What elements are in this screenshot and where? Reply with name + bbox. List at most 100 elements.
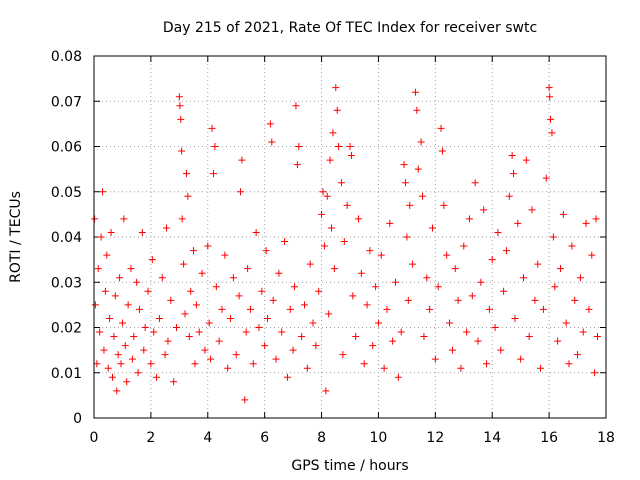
data-points <box>91 84 601 404</box>
data-point <box>99 188 107 196</box>
data-point <box>130 333 138 341</box>
y-tick-label: 0.05 <box>51 185 82 201</box>
data-point <box>205 319 213 327</box>
data-point <box>510 170 518 178</box>
data-point <box>517 355 525 363</box>
data-point <box>494 228 502 236</box>
x-tick-label: 2 <box>146 430 155 446</box>
data-point <box>491 324 499 331</box>
x-tick-label: 10 <box>370 430 388 446</box>
y-tick-labels: 0 0.01 0.02 0.03 0.04 0.05 0.06 0.07 0.08 <box>51 49 82 427</box>
data-point <box>426 305 434 313</box>
data-point <box>549 233 557 241</box>
data-point <box>337 179 345 187</box>
x-tick-label: 0 <box>90 430 99 446</box>
data-point <box>309 319 317 327</box>
data-point <box>505 192 513 200</box>
data-point <box>514 219 522 227</box>
data-point <box>397 328 405 336</box>
data-point <box>392 278 400 286</box>
data-point <box>406 201 414 209</box>
data-point <box>537 364 545 372</box>
data-point <box>209 170 217 178</box>
data-point <box>592 215 600 223</box>
y-tick-label: 0.03 <box>51 275 82 291</box>
data-point <box>413 106 421 114</box>
x-tick-label: 14 <box>483 430 501 446</box>
x-tick-label: 12 <box>426 430 444 446</box>
data-point <box>187 287 195 295</box>
data-point <box>97 233 105 241</box>
data-point <box>128 355 136 363</box>
data-point <box>262 247 270 255</box>
data-point <box>236 188 244 196</box>
data-point <box>431 355 439 363</box>
data-point <box>283 373 291 381</box>
data-point <box>91 301 99 309</box>
data-point <box>191 360 199 368</box>
data-point <box>229 274 237 282</box>
data-point <box>261 342 269 350</box>
data-point <box>93 360 101 368</box>
data-point <box>111 292 119 300</box>
data-point <box>116 274 124 282</box>
data-point <box>133 278 141 286</box>
data-point <box>423 274 431 282</box>
data-point <box>224 364 232 372</box>
data-point <box>539 305 547 313</box>
data-point <box>164 337 172 345</box>
data-point <box>106 314 114 322</box>
data-point <box>463 328 471 336</box>
y-tick-label: 0 <box>73 411 82 427</box>
data-point <box>312 342 320 350</box>
data-point <box>372 283 380 291</box>
data-point <box>238 156 246 164</box>
data-point <box>483 360 491 368</box>
data-point <box>264 314 272 322</box>
data-point <box>443 251 451 259</box>
data-point <box>593 333 601 341</box>
data-point <box>417 138 425 146</box>
data-point <box>148 256 156 264</box>
data-point <box>333 106 341 114</box>
data-point <box>502 247 510 255</box>
data-point <box>300 301 308 309</box>
data-point <box>326 156 334 164</box>
data-point <box>318 210 326 218</box>
data-point <box>565 360 573 368</box>
data-point <box>332 84 340 92</box>
data-point <box>568 242 576 250</box>
data-point <box>343 201 351 209</box>
data-point <box>522 156 530 164</box>
data-point <box>377 251 385 259</box>
data-point <box>591 369 599 377</box>
data-point <box>551 283 559 291</box>
data-point <box>94 265 102 273</box>
data-point <box>346 143 354 150</box>
data-point <box>201 346 209 354</box>
data-point <box>401 179 409 187</box>
data-point <box>258 287 266 295</box>
data-point <box>118 319 126 327</box>
grid-lines <box>93 55 607 419</box>
y-axis-title: ROTI / TECUs <box>8 191 24 283</box>
y-tick-label: 0.02 <box>51 321 82 337</box>
data-point <box>404 296 412 304</box>
data-point <box>91 215 99 223</box>
data-point <box>207 355 215 363</box>
data-point <box>355 215 363 223</box>
data-point <box>211 143 219 150</box>
data-point <box>303 364 311 372</box>
data-point <box>180 260 188 268</box>
data-point <box>144 287 152 295</box>
data-point <box>335 143 343 150</box>
data-point <box>528 206 536 214</box>
y-tick-label: 0.06 <box>51 140 82 156</box>
data-point <box>468 292 476 300</box>
data-point <box>141 324 149 331</box>
data-point <box>170 378 178 386</box>
y-tick-label: 0.01 <box>51 366 82 382</box>
data-point <box>520 274 528 282</box>
data-point <box>114 351 122 359</box>
